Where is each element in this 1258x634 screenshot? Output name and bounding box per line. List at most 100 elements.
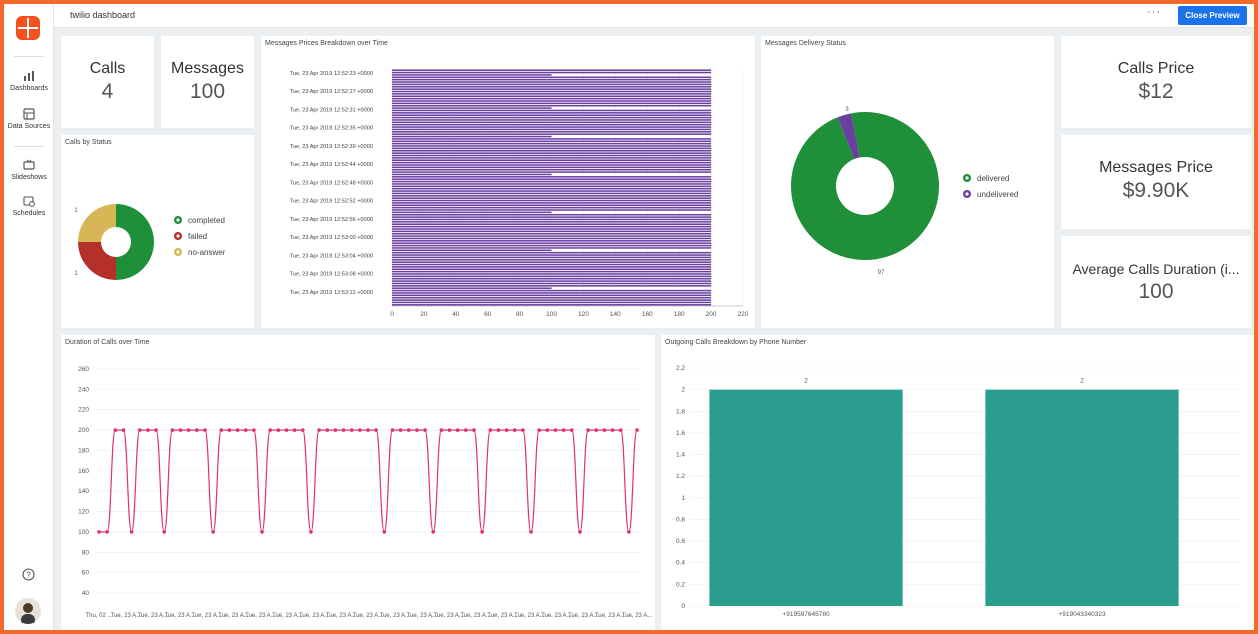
slice-value-label: 1 — [74, 208, 78, 214]
x-tick-label: 140 — [610, 311, 621, 318]
bar — [985, 389, 1179, 606]
data-point — [529, 530, 533, 534]
legend-swatch-center — [965, 176, 969, 180]
data-point — [504, 428, 509, 432]
kpi-value: $12 — [1138, 80, 1174, 103]
bar — [392, 256, 712, 259]
duration-over-time-chart: 40 60 80 100 120 140 160 180 200 220 240 260 Thu, 02… — [78, 366, 653, 619]
page-title: twilio dashboard — [70, 10, 136, 20]
bar — [392, 140, 712, 143]
x-tick-label: Tue, 23 A... — [191, 613, 222, 619]
bar — [392, 225, 712, 228]
close-preview-button[interactable]: Close Preview — [1178, 6, 1247, 25]
messages-prices-card: Messages Prices Breakdown over Time 0 20 4… — [261, 36, 755, 328]
x-tick-label: Tue, 23 A... — [111, 613, 142, 619]
y-tick-label: Tue, 23 Apr 2019 12:52:39 +0000 — [290, 144, 373, 150]
x-tick-label: 200 — [706, 311, 717, 318]
data-point — [300, 428, 305, 432]
bar — [392, 202, 712, 204]
y-tick-label: 200 — [78, 427, 89, 434]
bar — [392, 204, 712, 207]
bar — [392, 121, 712, 124]
data-point — [260, 530, 264, 534]
legend-swatch-center — [176, 218, 180, 222]
bar — [392, 294, 712, 297]
x-tick-label: +919597645780 — [782, 611, 830, 618]
x-tick-label: Tue, 23 A... — [272, 613, 303, 619]
sidebar-item-dashboards[interactable]: Dashboards — [4, 70, 54, 92]
calls-kpi-card: Calls 4 — [61, 36, 154, 128]
bar — [392, 275, 712, 278]
sidebar-item-schedules[interactable]: Schedules — [4, 195, 54, 217]
bar — [392, 296, 712, 299]
delivery-status-chart: 97 3 delivered undelivered — [791, 107, 1018, 276]
bar — [392, 133, 712, 135]
data-point — [586, 428, 590, 432]
bar — [392, 159, 712, 162]
sidebar-divider — [14, 56, 44, 57]
x-tick-label: Tue, 23 A... — [568, 613, 599, 619]
y-tick-label: 1.8 — [676, 408, 685, 415]
data-point — [374, 428, 378, 432]
avatar[interactable] — [15, 598, 41, 624]
bar — [392, 289, 712, 292]
data-point — [627, 530, 631, 534]
data-point — [406, 428, 411, 432]
legend-label: completed — [188, 216, 225, 225]
pie-slice — [837, 113, 860, 160]
help-icon[interactable]: ? — [22, 568, 35, 581]
bar — [392, 178, 712, 180]
y-tick-label: Tue, 23 Apr 2019 12:52:44 +0000 — [290, 162, 373, 168]
kpi-label: Calls Price — [1117, 60, 1195, 77]
x-tick-label: 160 — [642, 311, 653, 318]
calendar-clock-icon — [23, 196, 35, 207]
bar — [392, 97, 712, 100]
bar — [392, 304, 712, 306]
bar — [392, 81, 712, 83]
bar — [392, 154, 712, 157]
legend-label: undelivered — [977, 190, 1018, 199]
x-tick-label: Tue, 23 A... — [514, 613, 545, 619]
data-point — [243, 428, 248, 432]
sidebar-item-slideshows[interactable]: Slideshows — [4, 159, 54, 181]
series-line — [99, 429, 638, 533]
sidebar-item-label: Schedules — [12, 210, 46, 217]
bar — [392, 242, 712, 244]
app-logo-icon[interactable] — [16, 16, 40, 40]
data-point — [203, 428, 207, 432]
slice-value-label: 97 — [878, 270, 885, 276]
y-tick-label: 40 — [82, 590, 90, 597]
y-tick-label: 0.4 — [676, 560, 685, 567]
kpi-label: Messages Price — [1099, 159, 1213, 176]
y-tick-label: Tue, 23 Apr 2019 12:53:04 +0000 — [290, 253, 373, 259]
sidebar-item-data-sources[interactable]: Data Sources — [4, 108, 54, 130]
bar — [392, 216, 712, 218]
x-tick-label: Thu, 02 ... — [85, 613, 112, 619]
app-frame: Dashboards Data Sources Slideshows Sched… — [4, 4, 1254, 630]
bar — [392, 102, 712, 105]
y-tick-label: 2.2 — [676, 365, 685, 372]
data-point — [309, 530, 313, 534]
data-point — [537, 428, 541, 432]
x-tick-label: Tue, 23 A... — [541, 613, 572, 619]
y-tick-label: Tue, 23 Apr 2019 12:52:48 +0000 — [290, 180, 373, 186]
bar — [392, 199, 712, 202]
bar — [392, 150, 712, 152]
messages-prices-chart: 0 20 40 60 80 100 120 140 160 180 200 220 Tue, 23 Ap… — [290, 69, 749, 318]
data-point — [333, 428, 338, 432]
x-tick-label: 180 — [674, 311, 685, 318]
x-tick-label: Tue, 23 A... — [622, 613, 653, 619]
data-point — [472, 428, 476, 432]
avg-duration-kpi-card: Average Calls Duration (i... 100 — [1061, 236, 1251, 328]
pie-slice — [78, 204, 116, 242]
bar — [392, 112, 712, 114]
data-point — [276, 428, 281, 432]
kpi-value: 100 — [1138, 280, 1174, 303]
bar — [392, 266, 712, 268]
bar — [392, 223, 712, 225]
y-tick-label: Tue, 23 Apr 2019 12:52:56 +0000 — [290, 217, 373, 223]
bar — [392, 83, 712, 86]
y-tick-label: 180 — [78, 447, 89, 454]
data-point — [382, 530, 387, 534]
more-options-button[interactable]: ··· — [1147, 6, 1161, 18]
